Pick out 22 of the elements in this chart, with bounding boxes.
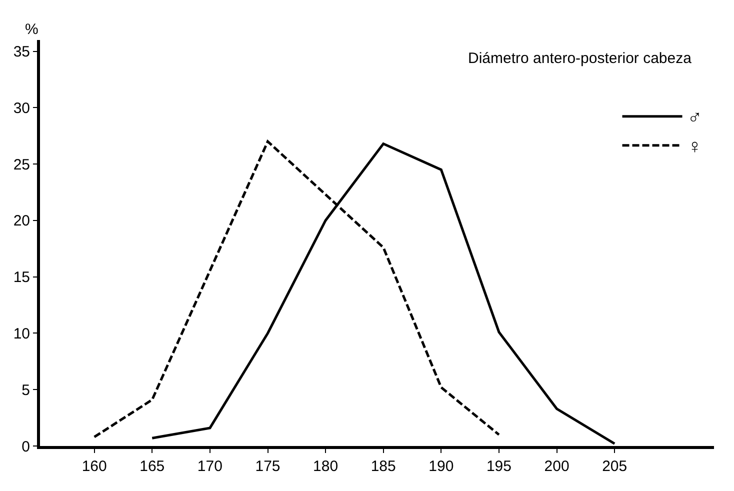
x-tick-label: 195: [486, 458, 512, 475]
x-tick-label: 190: [428, 458, 454, 475]
y-tick-label: 15: [13, 269, 30, 286]
x-tick-label: 160: [82, 458, 107, 475]
x-tick-label: 165: [140, 458, 165, 475]
y-tick-label: 20: [13, 212, 30, 230]
x-tick-label: 180: [313, 458, 338, 475]
x-tick-label: 185: [370, 458, 396, 475]
x-tick-label: 200: [544, 458, 570, 475]
text: Diámetro antero-posterior cabeza: [468, 50, 692, 67]
legend-label: ♂: [687, 107, 702, 130]
y-tick-label: 10: [13, 325, 30, 342]
x-tick-label: 170: [197, 458, 222, 475]
x-tick-label: 205: [602, 458, 628, 475]
y-tick-label: 0: [22, 438, 30, 456]
y-tick-label: 25: [13, 156, 30, 174]
x-tick-label: 175: [255, 458, 280, 475]
y-tick-label: 5: [22, 382, 30, 399]
y-axis-title: %: [25, 21, 38, 38]
y-tick-label: 30: [13, 100, 30, 117]
legend-label: ♀: [687, 136, 702, 158]
y-tick-label: 35: [13, 44, 30, 61]
